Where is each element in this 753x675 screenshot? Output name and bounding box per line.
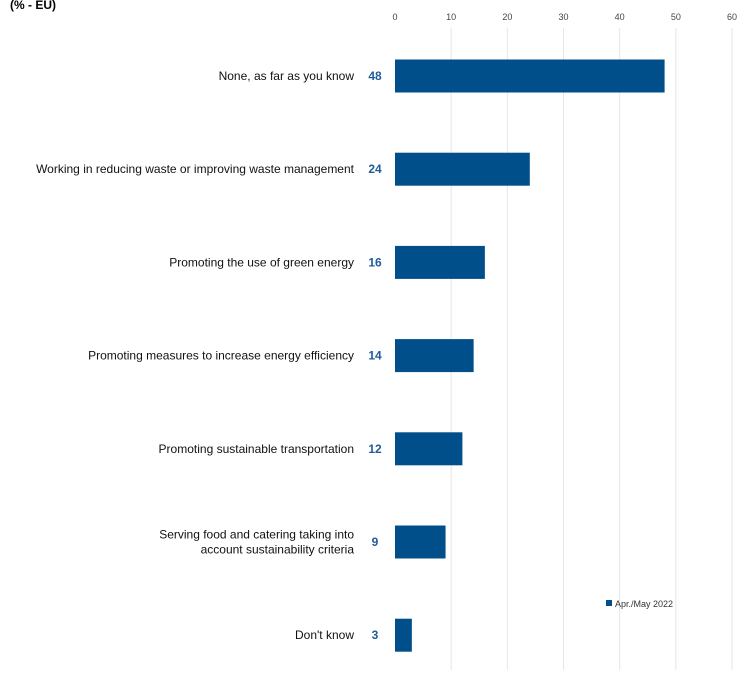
gridlines (450, 28, 733, 670)
x-tick-label: 20 (502, 12, 512, 22)
value-label: 12 (368, 442, 382, 456)
legend: Apr./May 2022 (606, 599, 673, 609)
x-tick-label: 50 (671, 12, 681, 22)
category-label: None, as far as you know (219, 69, 355, 83)
bar (395, 339, 474, 373)
x-tick-label: 60 (727, 12, 737, 22)
category-label: Promoting measures to increase energy ef… (88, 349, 354, 363)
value-label: 16 (368, 255, 382, 269)
legend-swatch (606, 600, 612, 606)
x-tick-label: 0 (392, 12, 397, 22)
category-label: Promoting the use of green energy (169, 255, 354, 269)
bar (395, 245, 485, 279)
category-label: Don't know (295, 628, 354, 642)
category-label: Serving food and catering taking into (159, 528, 354, 542)
category-label: account sustainability criteria (201, 543, 355, 557)
bar (395, 152, 530, 186)
x-axis-ticks: 0 10 20 30 40 50 60 (392, 12, 737, 22)
value-label: 24 (368, 162, 382, 176)
category-label: Promoting sustainable transportation (159, 442, 354, 456)
value-label: 3 (372, 628, 379, 642)
value-label: 14 (368, 349, 382, 363)
legend-label: Apr./May 2022 (615, 599, 673, 609)
bar (395, 59, 665, 93)
bar (395, 432, 463, 466)
category-label: Working in reducing waste or improving w… (36, 162, 355, 176)
x-tick-label: 40 (615, 12, 625, 22)
value-label: 48 (368, 69, 382, 83)
value-label: 9 (372, 535, 379, 549)
x-tick-label: 30 (558, 12, 568, 22)
x-tick-label: 10 (446, 12, 456, 22)
bar (395, 618, 412, 652)
bar (395, 525, 446, 559)
chart-subtitle: (% - EU) (10, 0, 56, 12)
bars: 48 None, as far as you know 24 Working in r… (36, 59, 665, 652)
